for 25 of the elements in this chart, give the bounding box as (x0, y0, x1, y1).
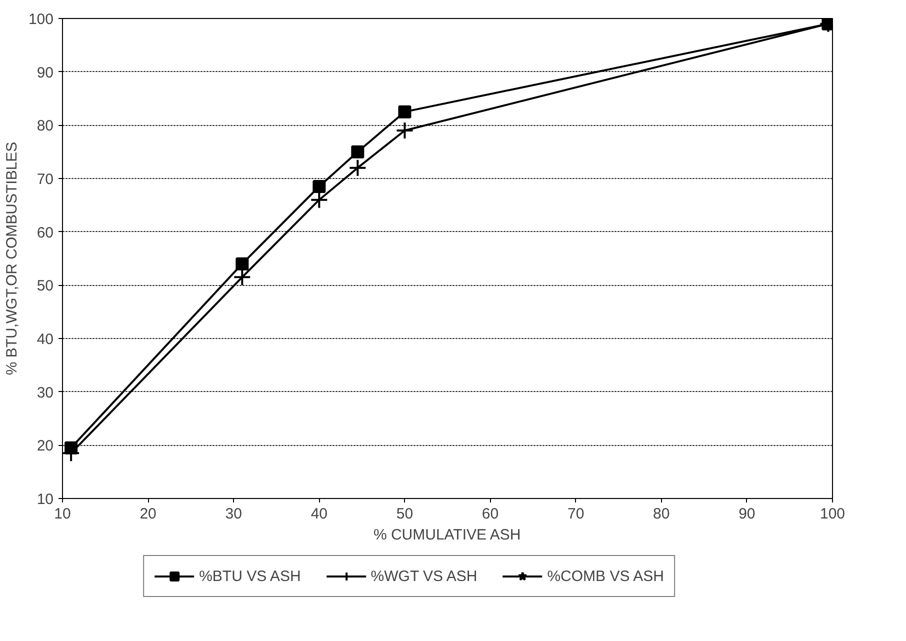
x-tick-label: 30 (225, 506, 242, 522)
x-tick-label: 70 (567, 506, 584, 522)
y-tick-label: 100 (28, 11, 54, 28)
x-tick-label: 80 (653, 506, 670, 522)
x-tick-label: 40 (310, 506, 328, 522)
legend-label: %BTU VS ASH (199, 568, 301, 584)
y-tick-label: 40 (36, 331, 54, 348)
y-tick-label: 10 (36, 491, 54, 508)
y-tick-label: 50 (36, 278, 54, 295)
y-tick-label: 70 (36, 171, 54, 188)
legend-label: %COMB VS ASH (547, 568, 664, 584)
y-axis-title: % BTU,WGT,OR COMBUSTIBLES (3, 142, 20, 376)
x-tick-label: 90 (738, 506, 756, 522)
x-tick-label: 20 (140, 506, 156, 522)
x-tick-label: 100 (820, 506, 846, 522)
y-tick-label: 30 (36, 384, 54, 402)
y-tick-label: 80 (36, 118, 54, 135)
x-axis-title: % CUMULATIVE ASH (373, 526, 521, 544)
y-tick-label: 60 (36, 224, 54, 242)
x-tick-label: 50 (396, 506, 414, 522)
legend-label: %WGT VS ASH (370, 568, 478, 584)
y-tick-label: 20 (36, 438, 54, 455)
y-tick-label: 90 (36, 64, 54, 82)
x-tick-label: 60 (482, 506, 499, 522)
x-tick-label: 10 (54, 506, 71, 522)
